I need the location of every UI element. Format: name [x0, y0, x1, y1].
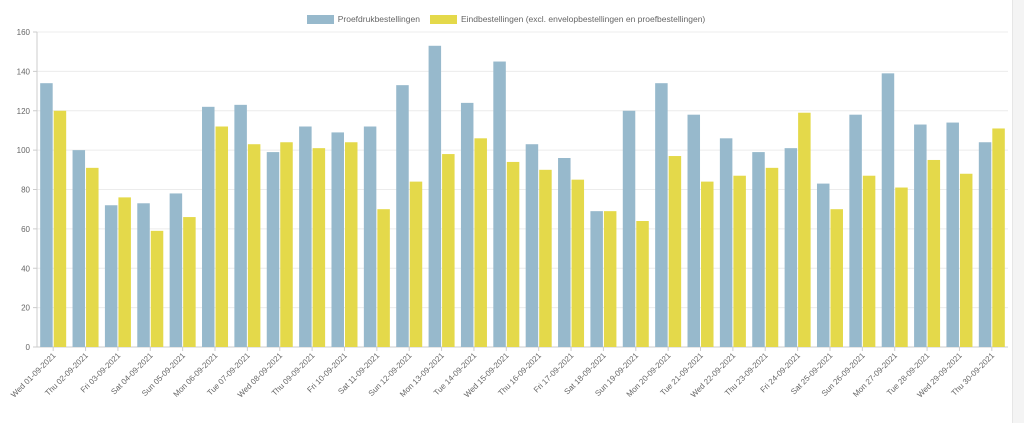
bar-proefdruk [914, 124, 927, 347]
bar-eind [442, 154, 455, 347]
bar-proefdruk [104, 205, 118, 347]
bar-eind [280, 142, 293, 347]
y-tick-label: 80 [21, 186, 30, 195]
bar-eind [539, 169, 552, 347]
legend-item-eind[interactable]: Eindbestellingen (excl. envelopbestellin… [429, 14, 706, 24]
bar-proefdruk [687, 114, 701, 347]
bar-eind [215, 126, 229, 347]
y-tick-label: 100 [17, 146, 31, 155]
bar-proefdruk [525, 144, 539, 347]
bar-eind [312, 148, 326, 347]
bar-proefdruk [460, 102, 474, 347]
y-tick-label: 0 [26, 343, 31, 352]
bar-eind [668, 156, 682, 347]
bar-eind [862, 175, 876, 347]
y-tick-label: 60 [21, 225, 30, 234]
y-tick-label: 160 [17, 28, 31, 37]
bar-proefdruk [590, 211, 603, 347]
bar-eind [571, 179, 585, 347]
bar-eind [247, 144, 261, 347]
bar-proefdruk [784, 148, 798, 347]
bar-eind [603, 211, 617, 347]
bar-proefdruk [816, 183, 830, 347]
bar-eind [636, 221, 649, 347]
y-tick-label: 140 [17, 67, 31, 76]
bar-proefdruk [40, 83, 53, 347]
bar-eind [765, 167, 779, 347]
bar-eind [183, 217, 196, 347]
bar-proefdruk [622, 110, 636, 347]
bar-proefdruk [493, 61, 506, 347]
bar-proefdruk [331, 132, 344, 347]
bar-proefdruk [719, 138, 733, 347]
bar-eind [344, 142, 358, 347]
bar-proefdruk [72, 150, 86, 347]
bar-proefdruk [137, 203, 150, 347]
bar-eind [992, 128, 1005, 347]
bar-proefdruk [558, 158, 571, 347]
bar-proefdruk [655, 83, 668, 347]
y-tick-label: 40 [21, 264, 30, 273]
bar-eind [150, 230, 164, 347]
bar-proefdruk [169, 193, 183, 347]
bar-eind [506, 161, 520, 347]
legend-label-proefdruk: Proefdrukbestellingen [337, 14, 420, 24]
bar-eind [830, 209, 843, 347]
bar-proefdruk [881, 73, 895, 347]
bar-eind [701, 181, 714, 347]
y-tick-label: 20 [21, 304, 30, 313]
bar-eind [959, 173, 973, 347]
bar-proefdruk [363, 126, 377, 347]
bar-eind [86, 167, 99, 347]
legend-swatch-eind [429, 14, 457, 24]
legend-label-eind: Eindbestellingen (excl. envelopbestellin… [460, 14, 706, 24]
y-tick-label: 120 [17, 107, 31, 116]
bar-eind [733, 175, 746, 347]
bar-eind [798, 112, 811, 347]
legend-swatch-proefdruk [306, 14, 334, 24]
bar-proefdruk [396, 85, 409, 347]
legend-item-proefdruk[interactable]: Proefdrukbestellingen [306, 14, 420, 24]
bar-proefdruk [978, 142, 992, 347]
bar-proefdruk [299, 126, 312, 347]
bar-eind [927, 159, 941, 347]
bar-eind [474, 138, 487, 347]
bar-proefdruk [428, 45, 442, 347]
bar-proefdruk [234, 104, 247, 347]
bar-eind [118, 197, 131, 347]
bar-eind [895, 187, 908, 347]
bar-proefdruk [202, 106, 215, 347]
bar-eind [53, 110, 67, 347]
bar-proefdruk [849, 114, 862, 347]
bar-eind [377, 209, 390, 347]
bar-eind [409, 181, 423, 347]
bar-proefdruk [946, 122, 959, 347]
bar-proefdruk [266, 152, 280, 347]
legend: Proefdrukbestellingen Eindbestellingen (… [0, 14, 1012, 24]
bar-proefdruk [752, 152, 765, 347]
